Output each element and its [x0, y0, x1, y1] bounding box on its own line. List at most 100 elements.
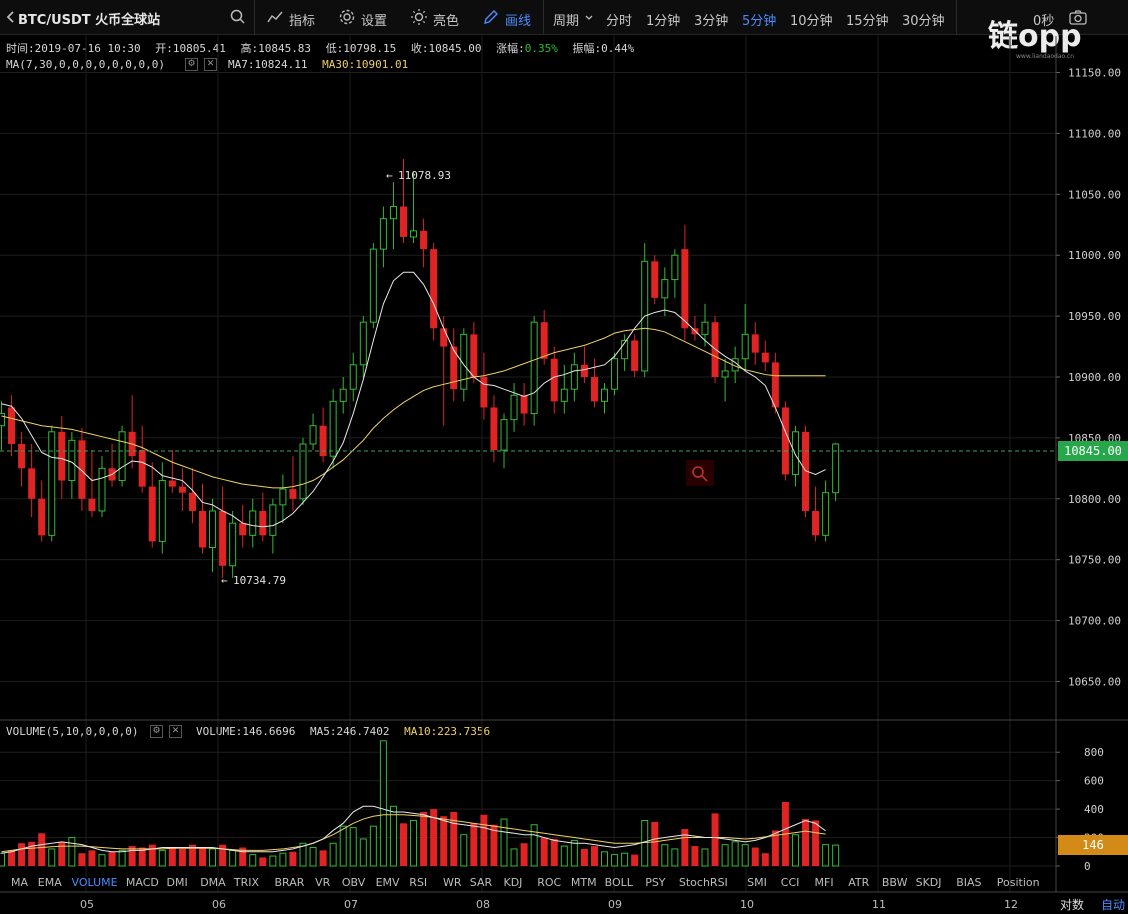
- interval-tab-active[interactable]: 5分钟: [742, 14, 777, 29]
- volume-params[interactable]: VOLUME(5,10,0,0,0,0): [6, 725, 139, 738]
- price-tick: 11100.00: [1068, 127, 1121, 140]
- volume-settings-icon[interactable]: ⚙: [150, 725, 163, 738]
- sun-icon[interactable]: [410, 8, 428, 26]
- interval-tab[interactable]: 30分钟: [902, 14, 945, 29]
- indicator-tab-boll[interactable]: BOLL: [604, 876, 633, 889]
- search-icon[interactable]: [229, 8, 247, 26]
- volume-bar-down: [520, 843, 528, 866]
- zoom-icon[interactable]: [686, 460, 714, 486]
- time-tick: 12: [1004, 898, 1018, 911]
- countdown: 0秒: [1033, 14, 1055, 29]
- camera-icon[interactable]: [1068, 8, 1088, 26]
- candle-body-down: [691, 328, 699, 335]
- volume-bar-down: [450, 811, 458, 866]
- indicators-icon[interactable]: [266, 8, 284, 26]
- interval-tab[interactable]: 15分钟: [846, 14, 889, 29]
- log-scale-toggle[interactable]: 对数: [1060, 898, 1085, 912]
- info-close: 收:10845.00: [410, 42, 482, 55]
- indicator-tab-skdj[interactable]: SKDJ: [915, 876, 942, 889]
- time-tick: 06: [212, 898, 226, 911]
- price-tick: 11150.00: [1068, 67, 1121, 80]
- indicator-tab-roc[interactable]: ROC: [537, 876, 562, 889]
- indicator-tab-emv[interactable]: EMV: [375, 876, 400, 889]
- indicator-tab-rsi[interactable]: RSI: [409, 876, 428, 889]
- indicator-tab-smi[interactable]: SMI: [747, 876, 767, 889]
- period-dropdown[interactable]: 周期: [553, 14, 580, 29]
- watermark-text: 链opp: [988, 19, 1082, 54]
- candle-body-down: [771, 362, 779, 408]
- settings-button[interactable]: 设置: [361, 14, 388, 29]
- candle-body-down: [580, 364, 588, 377]
- indicator-tab-trix[interactable]: TRIX: [233, 876, 260, 889]
- indicator-tab-stochrsi[interactable]: StochRSI: [678, 876, 728, 889]
- candle-body-down: [711, 322, 719, 377]
- info-open: 开:10805.41: [155, 42, 226, 55]
- volume-bar-up: [359, 838, 367, 867]
- indicator-tab-position[interactable]: Position: [996, 876, 1040, 889]
- volume-bar-down: [802, 819, 809, 866]
- indicator-tab-dmi[interactable]: DMI: [166, 876, 188, 889]
- volume-bar-down: [771, 830, 779, 866]
- volume-bar-down: [138, 847, 146, 866]
- interval-tab[interactable]: 10分钟: [790, 14, 833, 29]
- ma-params[interactable]: MA(7,30,0,0,0,0,0,0,0,0): [6, 58, 165, 71]
- volume-bar-up: [379, 740, 387, 867]
- ma-close-icon[interactable]: ✕: [204, 58, 217, 71]
- indicator-tab-mtm[interactable]: MTM: [570, 876, 597, 889]
- caret-left-icon[interactable]: [4, 10, 18, 24]
- indicator-tab-macd[interactable]: MACD: [125, 876, 159, 889]
- candle-body-down: [88, 498, 96, 511]
- symbol-title[interactable]: BTC/USDT 火币全球站: [18, 13, 161, 28]
- interval-tab[interactable]: 1分钟: [646, 14, 681, 29]
- price-tick: 10950.00: [1068, 310, 1121, 323]
- candle-body-up: [339, 388, 347, 402]
- candle-body-up: [741, 333, 749, 360]
- indicator-tab-wr[interactable]: WR: [443, 876, 462, 889]
- candle-body-down: [168, 480, 176, 487]
- ma30-value: MA30:10901.01: [322, 58, 409, 71]
- indicator-tab-brar[interactable]: BRAR: [274, 876, 305, 889]
- draw-button[interactable]: 画线: [505, 14, 532, 29]
- indicator-tab-atr[interactable]: ATR: [848, 876, 870, 889]
- candle-body-up: [791, 431, 799, 475]
- candle-body-up: [229, 522, 237, 567]
- indicator-tab-bias[interactable]: BIAS: [956, 876, 982, 889]
- volume-bar-up: [721, 844, 729, 867]
- indicator-tab-sar[interactable]: SAR: [469, 876, 493, 889]
- indicator-tab-kdj[interactable]: KDJ: [503, 876, 523, 889]
- info-time: 时间:2019-07-16 10:30: [6, 42, 141, 55]
- interval-tab[interactable]: 分时: [606, 14, 633, 29]
- candle-body-up: [721, 370, 729, 378]
- indicator-tab-mfi[interactable]: MFI: [814, 876, 834, 889]
- volume-close-icon[interactable]: ✕: [169, 725, 182, 738]
- gear-icon[interactable]: [338, 8, 356, 26]
- theme-button[interactable]: 亮色: [433, 14, 460, 29]
- indicator-tab-psy[interactable]: PSY: [645, 876, 666, 889]
- indicator-tab-ma[interactable]: MA: [11, 876, 29, 889]
- indicator-tab-vr[interactable]: VR: [315, 876, 331, 889]
- info-low: 低:10798.15: [325, 42, 397, 55]
- ma-lines: [1, 271, 826, 854]
- price-tick: 10650.00: [1068, 675, 1121, 688]
- info-high: 高:10845.83: [240, 42, 312, 55]
- indicators-button[interactable]: 指标: [289, 14, 316, 29]
- price-tick: 11000.00: [1068, 249, 1121, 262]
- volume-bar-down: [78, 853, 86, 866]
- time-tick: 07: [344, 898, 358, 911]
- ma-settings-icon[interactable]: ⚙: [185, 58, 198, 71]
- indicator-tab-bbw[interactable]: BBW: [881, 876, 908, 889]
- indicator-tab-ema[interactable]: EMA: [37, 876, 62, 889]
- chevron-down-icon[interactable]: [584, 13, 594, 23]
- indicator-tab-volume[interactable]: VOLUME: [71, 876, 118, 889]
- indicator-tab-obv[interactable]: OBV: [341, 876, 366, 889]
- auto-scale-toggle[interactable]: 自动: [1101, 898, 1126, 912]
- candle-body-down: [430, 249, 438, 329]
- pencil-icon[interactable]: [482, 8, 500, 26]
- indicator-tab-dma[interactable]: DMA: [200, 876, 226, 889]
- interval-tab[interactable]: 3分钟: [694, 14, 729, 29]
- volume-bar-up: [570, 839, 578, 867]
- indicator-tab-cci[interactable]: CCI: [780, 876, 800, 889]
- separator: [254, 0, 255, 34]
- candle-body-up: [671, 254, 679, 281]
